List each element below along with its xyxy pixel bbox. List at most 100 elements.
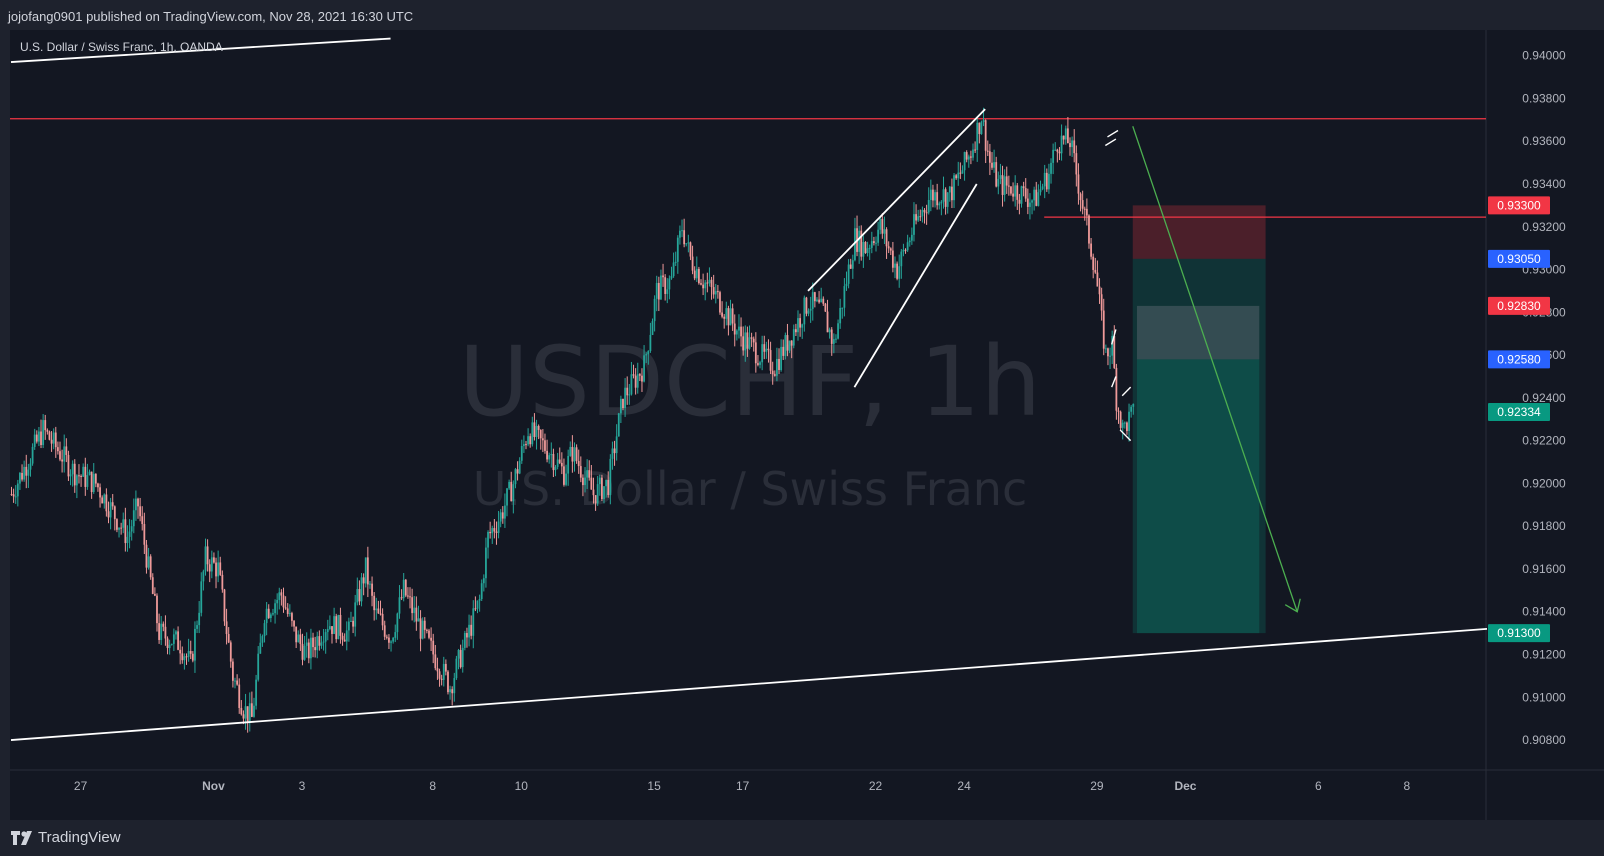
- candle-body: [436, 668, 439, 672]
- candle-body: [396, 613, 399, 633]
- candle-body: [236, 680, 239, 685]
- candle-body: [1113, 335, 1116, 368]
- candle-body: [1024, 188, 1027, 199]
- price-label-text: 0.92334: [1497, 405, 1541, 419]
- candle-body: [666, 289, 669, 294]
- candle-body: [1100, 294, 1103, 311]
- price-label-text: 0.92580: [1497, 352, 1541, 366]
- candle-body: [965, 152, 968, 160]
- candle-body: [88, 471, 91, 476]
- candle-body: [130, 526, 133, 532]
- candle-body: [202, 571, 205, 582]
- candle-body: [480, 583, 483, 599]
- candle-body: [84, 466, 87, 487]
- candle-body: [569, 446, 572, 456]
- candle-body: [1039, 189, 1042, 193]
- price-tick-label: 0.92000: [1522, 476, 1566, 490]
- candle-body: [1096, 272, 1099, 287]
- candle-body: [16, 483, 19, 497]
- candle-body: [350, 620, 352, 622]
- candle-body: [603, 486, 605, 499]
- candle-body: [1117, 410, 1120, 412]
- candle-body: [560, 462, 563, 467]
- candle-body: [101, 497, 104, 504]
- candle-body: [388, 637, 390, 643]
- candle-body: [466, 633, 468, 638]
- candle-body: [347, 621, 350, 631]
- candle-body: [594, 495, 597, 504]
- candle-body: [1109, 355, 1111, 357]
- candle-body: [1111, 335, 1114, 356]
- candle-body: [518, 460, 521, 474]
- tradingview-brand[interactable]: TradingView: [38, 829, 121, 846]
- candle-body: [1085, 208, 1088, 216]
- candle-body: [894, 263, 896, 268]
- candle-body: [67, 454, 70, 477]
- candle-body: [307, 642, 310, 659]
- candle-body: [213, 557, 215, 563]
- candle-body: [719, 292, 721, 313]
- candle-body: [394, 632, 397, 638]
- symbol-legend[interactable]: U.S. Dollar / Swiss Franc, 1h, OANDA: [20, 40, 223, 54]
- candle-body: [238, 684, 241, 708]
- price-chart[interactable]: USDCHF, 1hU.S. Dollar / Swiss Franc0.940…: [10, 30, 1604, 820]
- candle-body: [605, 479, 608, 487]
- candle-body: [1010, 186, 1012, 194]
- candle-body: [48, 431, 51, 440]
- candle-body: [33, 434, 36, 447]
- candle-body: [539, 429, 542, 439]
- candle-body: [400, 597, 403, 599]
- candle-body: [697, 268, 700, 284]
- candle-body: [957, 172, 960, 179]
- candle-body: [487, 531, 489, 548]
- candle-body: [240, 707, 243, 715]
- candle-body: [419, 618, 422, 639]
- time-tick-label: 29: [1090, 779, 1104, 793]
- candle-body: [215, 562, 217, 577]
- candle-body: [402, 579, 405, 599]
- candle-body: [988, 151, 991, 163]
- candle-body: [972, 149, 974, 158]
- candle-body: [1077, 174, 1080, 194]
- candle-body: [573, 447, 576, 462]
- candle-body: [244, 706, 247, 719]
- candle-body: [921, 209, 924, 217]
- tradingview-logo-icon[interactable]: [10, 829, 36, 847]
- candle-body: [210, 557, 213, 572]
- candle-body: [453, 678, 456, 694]
- candle-body: [253, 705, 255, 717]
- candle-body: [179, 649, 182, 654]
- candle-body: [868, 247, 871, 249]
- price-tick-label: 0.91000: [1522, 690, 1566, 704]
- time-tick-label: 24: [957, 779, 971, 793]
- candle-body: [438, 671, 441, 679]
- candle-body: [362, 577, 365, 584]
- candle-body: [118, 527, 120, 530]
- price-tick-label: 0.93400: [1522, 177, 1566, 191]
- candle-body: [653, 298, 656, 322]
- candle-body: [381, 613, 384, 626]
- candle-body: [278, 592, 281, 600]
- candle-body: [194, 628, 196, 661]
- time-tick-label: 6: [1315, 779, 1322, 793]
- candle-body: [120, 527, 123, 529]
- candle-body: [858, 230, 861, 252]
- candle-body: [369, 583, 371, 585]
- candle-body: [797, 318, 799, 333]
- candle-body: [286, 608, 289, 614]
- candle-body: [622, 398, 624, 409]
- candle-body: [837, 323, 839, 339]
- candle-body: [910, 234, 913, 241]
- candle-body: [504, 505, 506, 519]
- candle-body: [383, 625, 386, 637]
- chart-area[interactable]: USDCHF, 1h U.S. Dollar / Swiss Franc 0.940…: [10, 30, 1604, 820]
- candle-body: [613, 448, 616, 454]
- candle-body: [527, 436, 529, 445]
- candle-body: [1035, 189, 1038, 206]
- candle-body: [1018, 199, 1021, 204]
- candle-body: [607, 479, 610, 496]
- candle-body: [908, 240, 911, 243]
- candle-body: [740, 326, 742, 337]
- stop-loss-zone: [1132, 205, 1266, 259]
- candle-body: [558, 459, 561, 463]
